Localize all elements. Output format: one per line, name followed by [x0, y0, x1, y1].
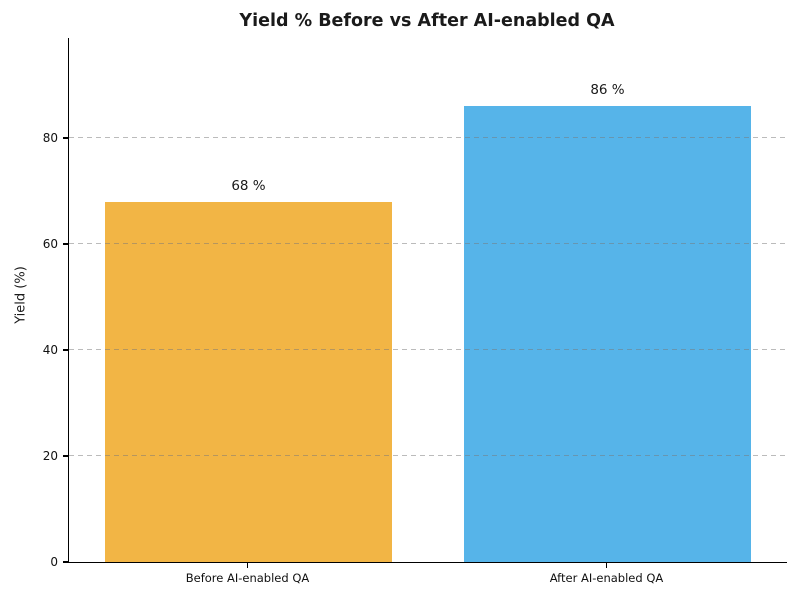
bar-1	[104, 201, 393, 562]
y-tick-mark-40	[63, 349, 68, 351]
y-tick-label-40: 40	[42, 343, 58, 358]
y-tick-label-20: 20	[42, 449, 58, 464]
gridline-60	[69, 243, 787, 245]
x-tick-label-1: Before AI-enabled QA	[185, 571, 310, 585]
y-tick-mark-60	[63, 243, 68, 245]
gridline-20	[69, 455, 787, 457]
plot-area: 68 % 86 %	[68, 38, 787, 563]
y-tick-mark-0	[63, 561, 68, 563]
chart-title: Yield % Before vs After AI-enabled QA	[239, 11, 615, 31]
bar-value-label-2: 86 %	[590, 82, 625, 99]
x-tick-mark-2	[605, 563, 608, 568]
bar-2	[463, 106, 752, 562]
gridline-80	[69, 137, 787, 139]
y-tick-label-80: 80	[42, 131, 58, 146]
y-axis-label: Yield (%)	[13, 266, 29, 324]
y-tick-label-0: 0	[50, 555, 58, 569]
y-tick-label-60: 60	[42, 237, 58, 252]
x-tick-mark-1	[246, 563, 249, 568]
bar-value-label-1: 68 %	[231, 177, 266, 194]
gridline-40	[69, 349, 787, 351]
x-tick-label-2: After AI-enabled QA	[549, 571, 664, 585]
y-tick-mark-80	[63, 137, 68, 139]
y-tick-mark-20	[63, 455, 68, 457]
